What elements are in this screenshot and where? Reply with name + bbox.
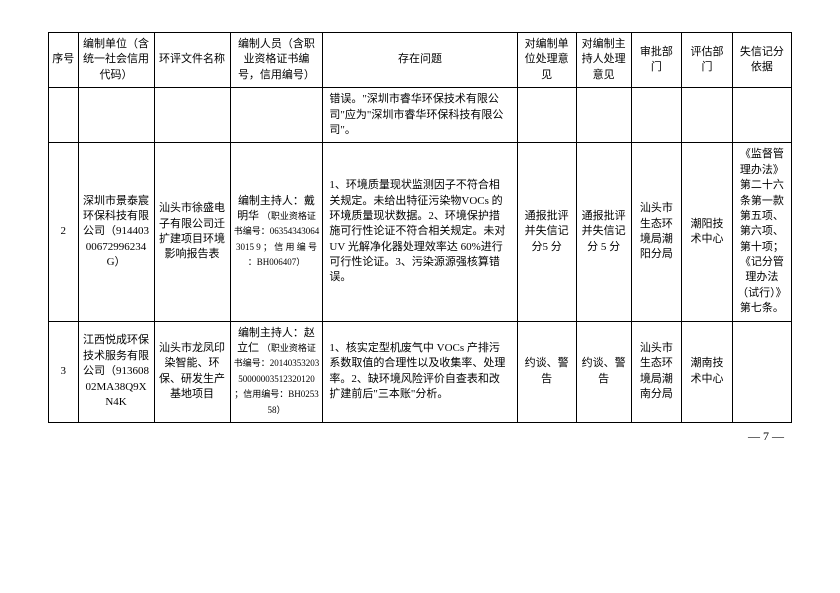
page-number: — 7 — — [48, 429, 792, 444]
cell-opinion1: 通报批评并失信记分5 分 — [517, 143, 576, 321]
cell-file: 汕头市徐盛电子有限公司迁扩建项目环境影响报告表 — [154, 143, 230, 321]
table-row: 3 江西悦成环保技术服务有限公司（91360802MA38Q9XN4K 汕头市龙… — [49, 321, 792, 422]
header-unit: 编制单位（含统一社会信用代码） — [78, 33, 154, 88]
header-opinion2: 对编制主持人处理意见 — [576, 33, 631, 88]
cell-dept1: 汕头市生态环境局潮阳分局 — [631, 143, 682, 321]
cell-person — [230, 88, 323, 143]
cell-dept1 — [631, 88, 682, 143]
cell-dept2: 潮南技术中心 — [682, 321, 733, 422]
cell-basis — [732, 321, 791, 422]
cell-unit — [78, 88, 154, 143]
cell-file — [154, 88, 230, 143]
header-opinion1: 对编制单位处理意见 — [517, 33, 576, 88]
table-row: 2 深圳市景泰宸环保科技有限公司（91440300672996234G） 汕头市… — [49, 143, 792, 321]
cell-unit: 深圳市景泰宸环保科技有限公司（91440300672996234G） — [78, 143, 154, 321]
cell-opinion2: 约谈、警告 — [576, 321, 631, 422]
cell-opinion1 — [517, 88, 576, 143]
cell-seq — [49, 88, 79, 143]
header-row: 序号 编制单位（含统一社会信用代码） 环评文件名称 编制人员（含职业资格证书编号… — [49, 33, 792, 88]
cell-dept1: 汕头市生态环境局潮南分局 — [631, 321, 682, 422]
header-seq: 序号 — [49, 33, 79, 88]
cell-basis — [732, 88, 791, 143]
credit-record-table: 序号 编制单位（含统一社会信用代码） 环评文件名称 编制人员（含职业资格证书编号… — [48, 32, 792, 423]
cell-file: 汕头市龙凤印染智能、环保、研发生产基地项目 — [154, 321, 230, 422]
cell-problem: 1、核实定型机废气中 VOCs 产排污系数取值的合理性以及收集率、处理率。2、缺… — [323, 321, 517, 422]
table-row: 错误。"深圳市睿华环保技术有限公司"应为"深圳市睿华环保科技有限公司"。 — [49, 88, 792, 143]
header-person: 编制人员（含职业资格证书编号，信用编号） — [230, 33, 323, 88]
cell-basis: 《监督管理办法》第二十六条第一款第五项、第六项、第十项；《记分管理办法（试行）》… — [732, 143, 791, 321]
cell-problem: 错误。"深圳市睿华环保技术有限公司"应为"深圳市睿华环保科技有限公司"。 — [323, 88, 517, 143]
cell-person: 编制主持人：戴明华 （职业资格证书编号：063543430643015 9 ； … — [230, 143, 323, 321]
header-dept2: 评估部门 — [682, 33, 733, 88]
cell-opinion1: 约谈、警告 — [517, 321, 576, 422]
cell-seq: 2 — [49, 143, 79, 321]
header-dept1: 审批部门 — [631, 33, 682, 88]
cell-dept2: 潮阳技术中心 — [682, 143, 733, 321]
cell-seq: 3 — [49, 321, 79, 422]
header-file: 环评文件名称 — [154, 33, 230, 88]
cell-opinion2 — [576, 88, 631, 143]
cell-problem: 1、环境质量现状监测因子不符合相关规定。未给出特征污染物VOCs 的环境质量现状… — [323, 143, 517, 321]
cell-dept2 — [682, 88, 733, 143]
header-problem: 存在问题 — [323, 33, 517, 88]
cell-person: 编制主持人：赵立仁 （职业资格证书编号：20140353203500000035… — [230, 321, 323, 422]
cell-unit: 江西悦成环保技术服务有限公司（91360802MA38Q9XN4K — [78, 321, 154, 422]
header-basis: 失信记分依据 — [732, 33, 791, 88]
cell-opinion2: 通报批评并失信记分 5 分 — [576, 143, 631, 321]
